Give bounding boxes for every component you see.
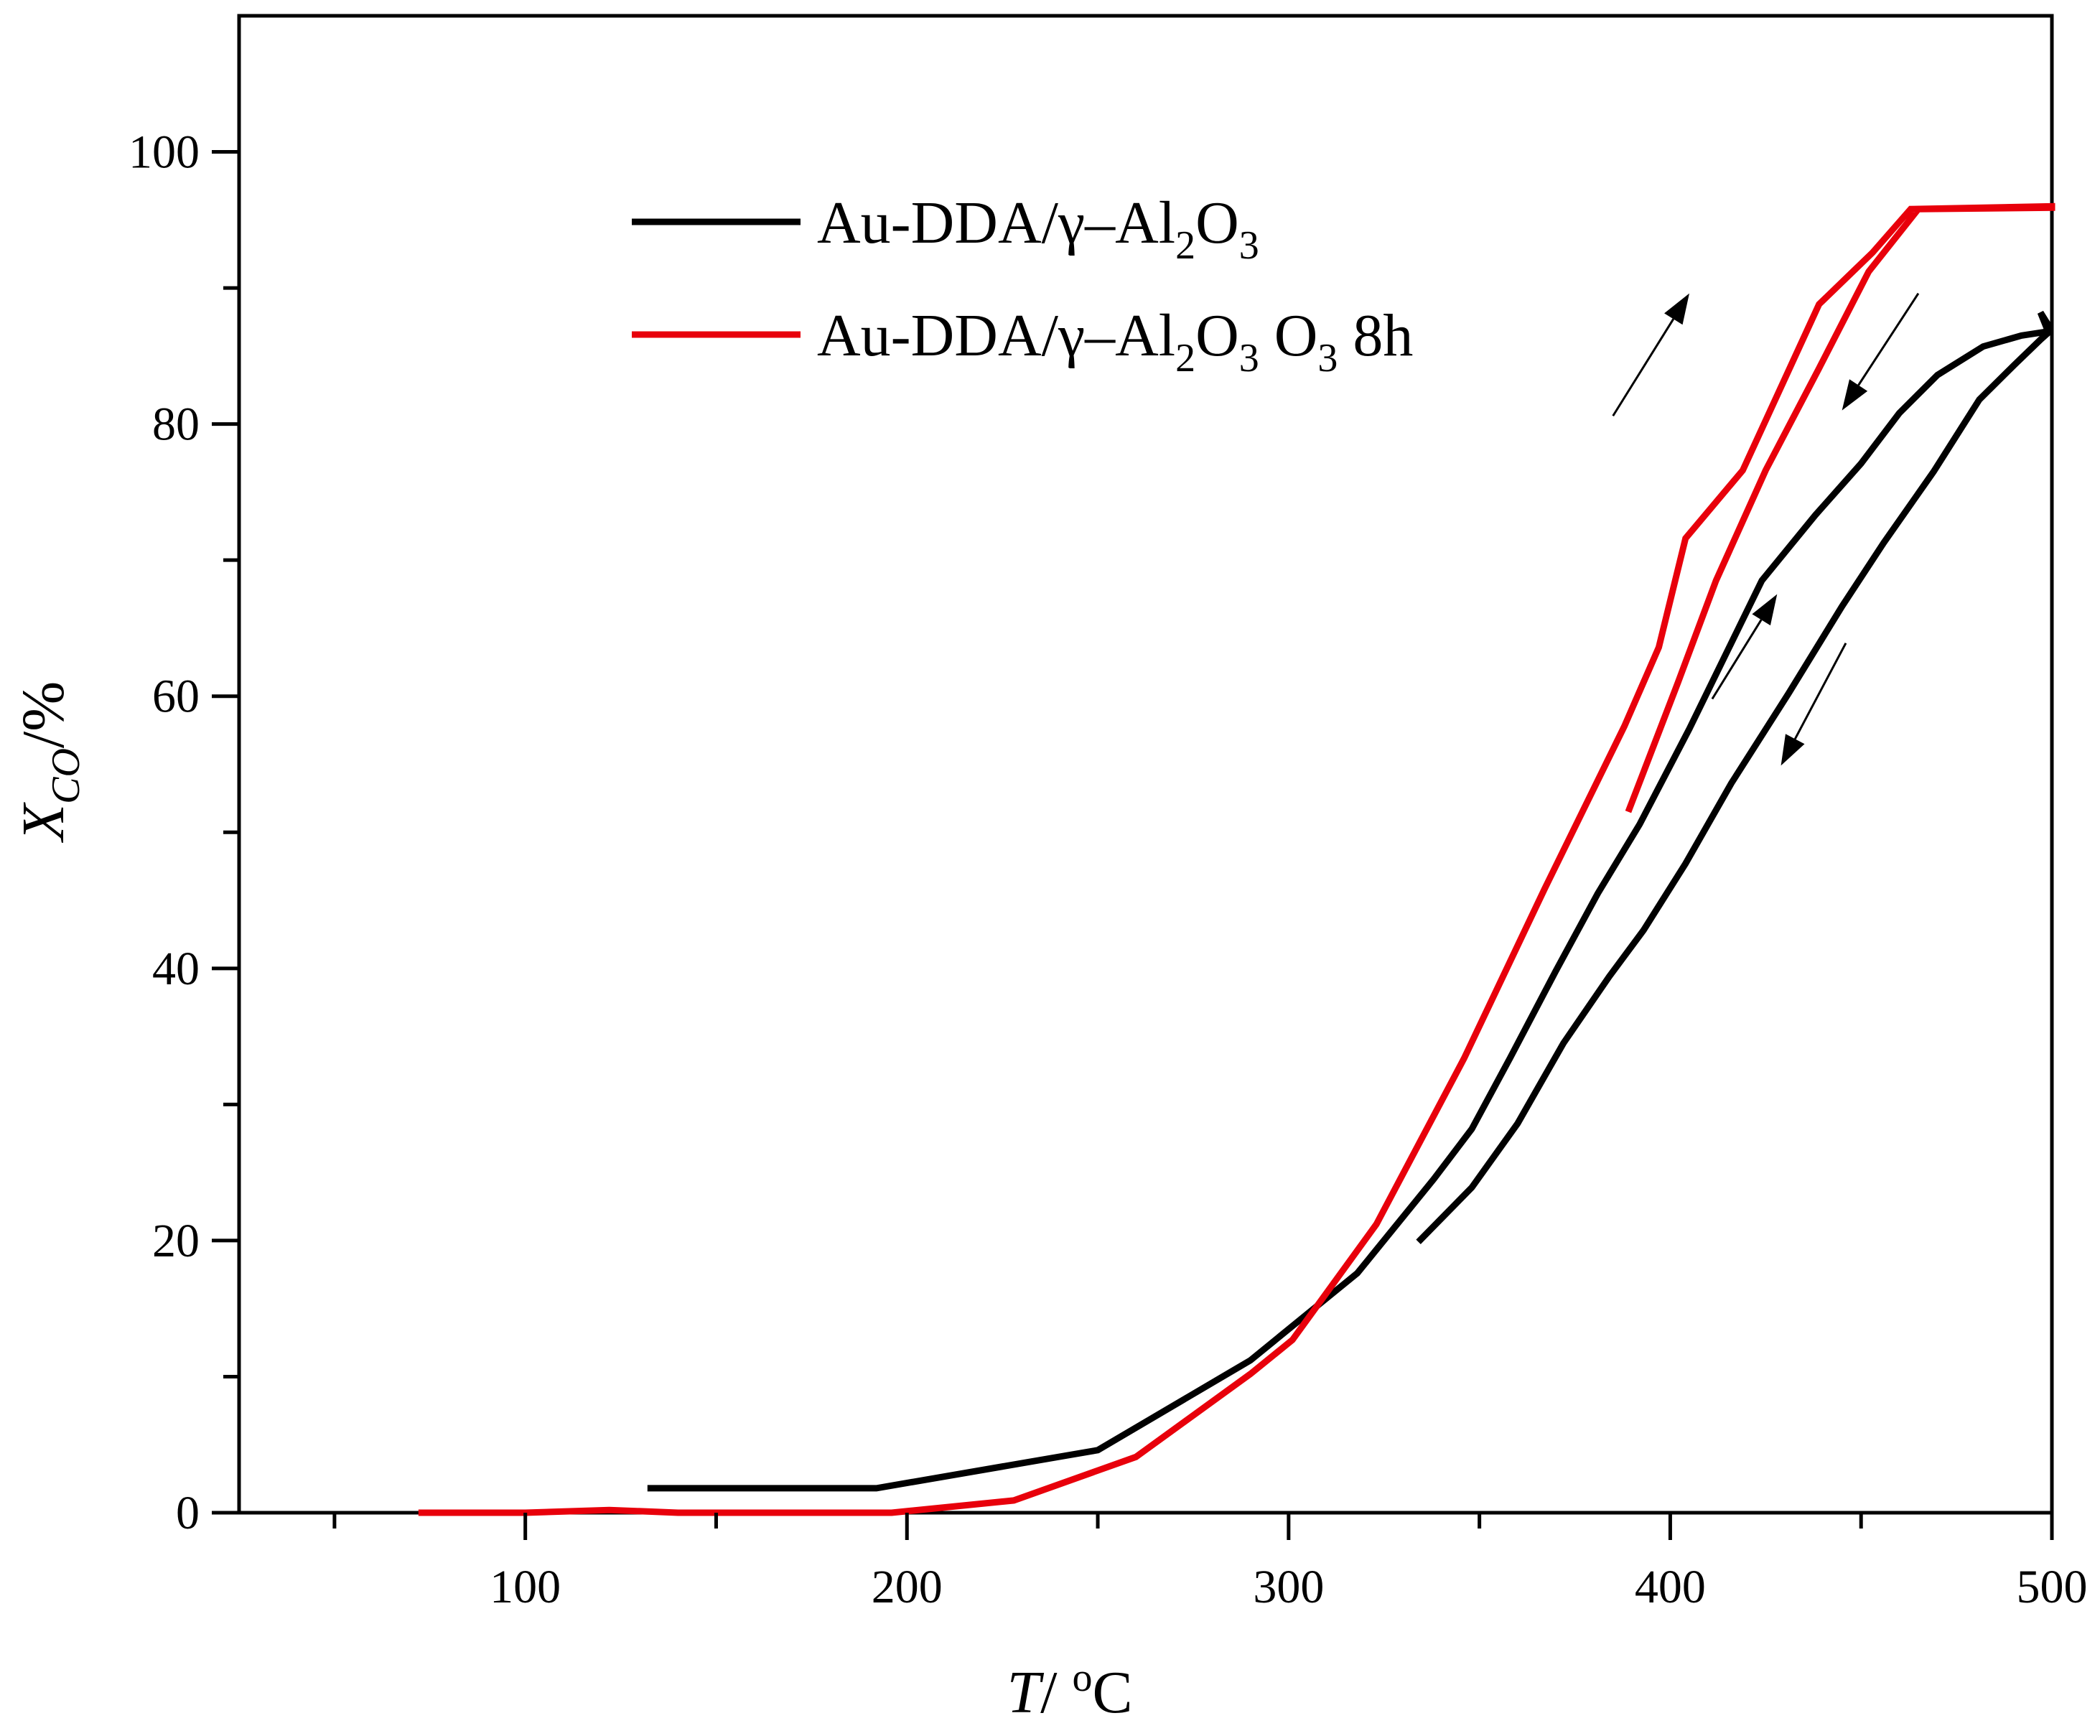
y-axis-title-sep: /% — [10, 681, 77, 748]
legend-red-sub2: 3 — [1239, 336, 1259, 381]
y-axis-title-sub: CO — [44, 748, 88, 804]
arrow-shaft-2 — [1711, 619, 1763, 700]
x-axis-title: T/ oC — [1007, 1656, 1132, 1726]
y-axis-title-main: X — [10, 801, 77, 843]
arrow-shaft-1 — [1857, 292, 1920, 386]
x-axis-ticks: 100 200 300 400 500 — [332, 1513, 2088, 1613]
y-tick-label-40: 40 — [152, 943, 200, 995]
legend-black-sub2: 3 — [1239, 223, 1259, 268]
series-layer — [418, 202, 2055, 1516]
legend-black-sub1: 2 — [1175, 223, 1195, 268]
legend-red-sub3: 3 — [1317, 336, 1338, 381]
arrow-head-1 — [1842, 379, 1868, 411]
legend-black-text: Au-DDA/γ–Al — [817, 190, 1175, 256]
legend: Au-DDA/γ–Al2O3 Au-DDA/γ–Al2O3 O3 8h — [632, 190, 1413, 381]
arrow-shaft-0 — [1612, 318, 1675, 417]
legend-label-black: Au-DDA/γ–Al2O3 — [817, 190, 1259, 268]
x-tick-label-300: 300 — [1253, 1561, 1324, 1613]
series-line-1 — [418, 202, 2055, 1516]
series-line-0 — [647, 310, 2053, 1492]
plot-area-border — [237, 14, 2054, 1515]
arrow-head-3 — [1781, 734, 1805, 766]
x-axis-title-sep: / — [1040, 1659, 1072, 1726]
legend-red-text2: O — [1195, 302, 1239, 369]
y-tick-label-60: 60 — [152, 671, 200, 723]
legend-red-text4: 8h — [1338, 302, 1413, 369]
x-tick-label-400: 400 — [1635, 1561, 1706, 1613]
x-tick-label-200: 200 — [872, 1561, 943, 1613]
arrow-head-2 — [1752, 594, 1778, 626]
x-axis-title-unit-sup: o — [1073, 1656, 1093, 1700]
y-tick-label-100: 100 — [129, 126, 200, 179]
y-axis-ticks: 0 20 40 60 80 100 — [129, 126, 239, 1539]
y-tick-label-0: 0 — [176, 1487, 200, 1539]
y-axis-title: XCO/% — [10, 681, 88, 843]
legend-black-text2: O — [1195, 190, 1239, 256]
legend-red-text: Au-DDA/γ–Al — [817, 302, 1175, 369]
y-tick-label-20: 20 — [152, 1215, 200, 1267]
arrow-shaft-3 — [1793, 643, 1847, 739]
arrow-layer — [1612, 292, 1920, 766]
legend-red-text3: O — [1259, 302, 1318, 369]
x-tick-label-500: 500 — [2017, 1561, 2088, 1613]
plot-frame — [237, 14, 2054, 1515]
x-axis-title-main: T — [1007, 1659, 1044, 1726]
x-tick-label-100: 100 — [490, 1561, 561, 1613]
legend-red-sub1: 2 — [1175, 336, 1195, 381]
y-tick-label-80: 80 — [152, 398, 200, 451]
x-axis-title-unit: C — [1093, 1659, 1133, 1726]
arrow-head-0 — [1664, 293, 1689, 325]
legend-label-red: Au-DDA/γ–Al2O3 O3 8h — [817, 302, 1413, 381]
